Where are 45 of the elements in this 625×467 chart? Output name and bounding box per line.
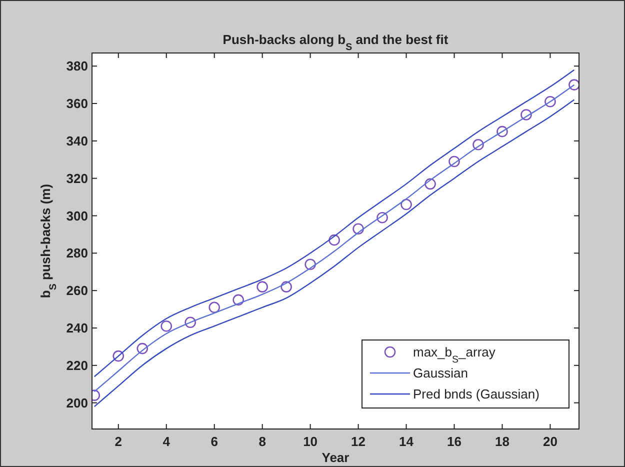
y-tick-label: 380 bbox=[66, 58, 88, 74]
point bbox=[424, 178, 436, 190]
y-tick-label: 300 bbox=[66, 208, 88, 224]
point bbox=[568, 79, 579, 90]
point bbox=[448, 156, 460, 168]
point bbox=[208, 302, 220, 314]
point bbox=[520, 109, 532, 120]
y-tick-label: 320 bbox=[66, 170, 88, 186]
x-tick-label: 2 bbox=[114, 434, 122, 449]
legend-label: max_b$_{S}$_array bbox=[413, 344, 496, 366]
point bbox=[328, 234, 340, 246]
point bbox=[472, 139, 484, 150]
x-tick-label: 14 bbox=[399, 434, 414, 449]
point bbox=[376, 212, 388, 224]
y-tick-label: 340 bbox=[66, 133, 88, 148]
x-tick-label: 20 bbox=[542, 434, 558, 449]
point bbox=[400, 198, 412, 210]
x-tick-label: 8 bbox=[258, 434, 266, 449]
x-tick-label: 18 bbox=[494, 434, 510, 449]
legend-label: Gaussian bbox=[413, 366, 468, 381]
x-axis-title: Year bbox=[322, 450, 350, 465]
point bbox=[352, 223, 364, 234]
point bbox=[136, 342, 148, 354]
point bbox=[184, 316, 196, 328]
point bbox=[280, 281, 292, 292]
point bbox=[496, 126, 508, 138]
y-tick-label: 360 bbox=[66, 96, 88, 112]
point bbox=[112, 350, 124, 362]
x-tick-label: 4 bbox=[162, 434, 171, 449]
x-tick-label: 16 bbox=[447, 434, 462, 449]
legend-label: Pred bnds (Gaussian) bbox=[413, 386, 540, 402]
x-tick-label: 6 bbox=[210, 434, 218, 449]
chart-title: Push-backs along b$_{S}$ and the best fit bbox=[222, 32, 449, 52]
x-tick-label: 12 bbox=[351, 434, 366, 449]
y-tick-label: 280 bbox=[66, 246, 88, 261]
point bbox=[304, 258, 316, 270]
x-tick-label: 10 bbox=[303, 434, 318, 449]
y-tick-label: 200 bbox=[66, 395, 88, 410]
y-tick-label: 220 bbox=[66, 358, 88, 373]
point bbox=[544, 96, 556, 108]
point bbox=[160, 320, 172, 332]
y-tick-label: 240 bbox=[66, 320, 88, 336]
point bbox=[232, 294, 244, 306]
point bbox=[256, 281, 268, 292]
y-tick-label: 260 bbox=[66, 283, 88, 298]
